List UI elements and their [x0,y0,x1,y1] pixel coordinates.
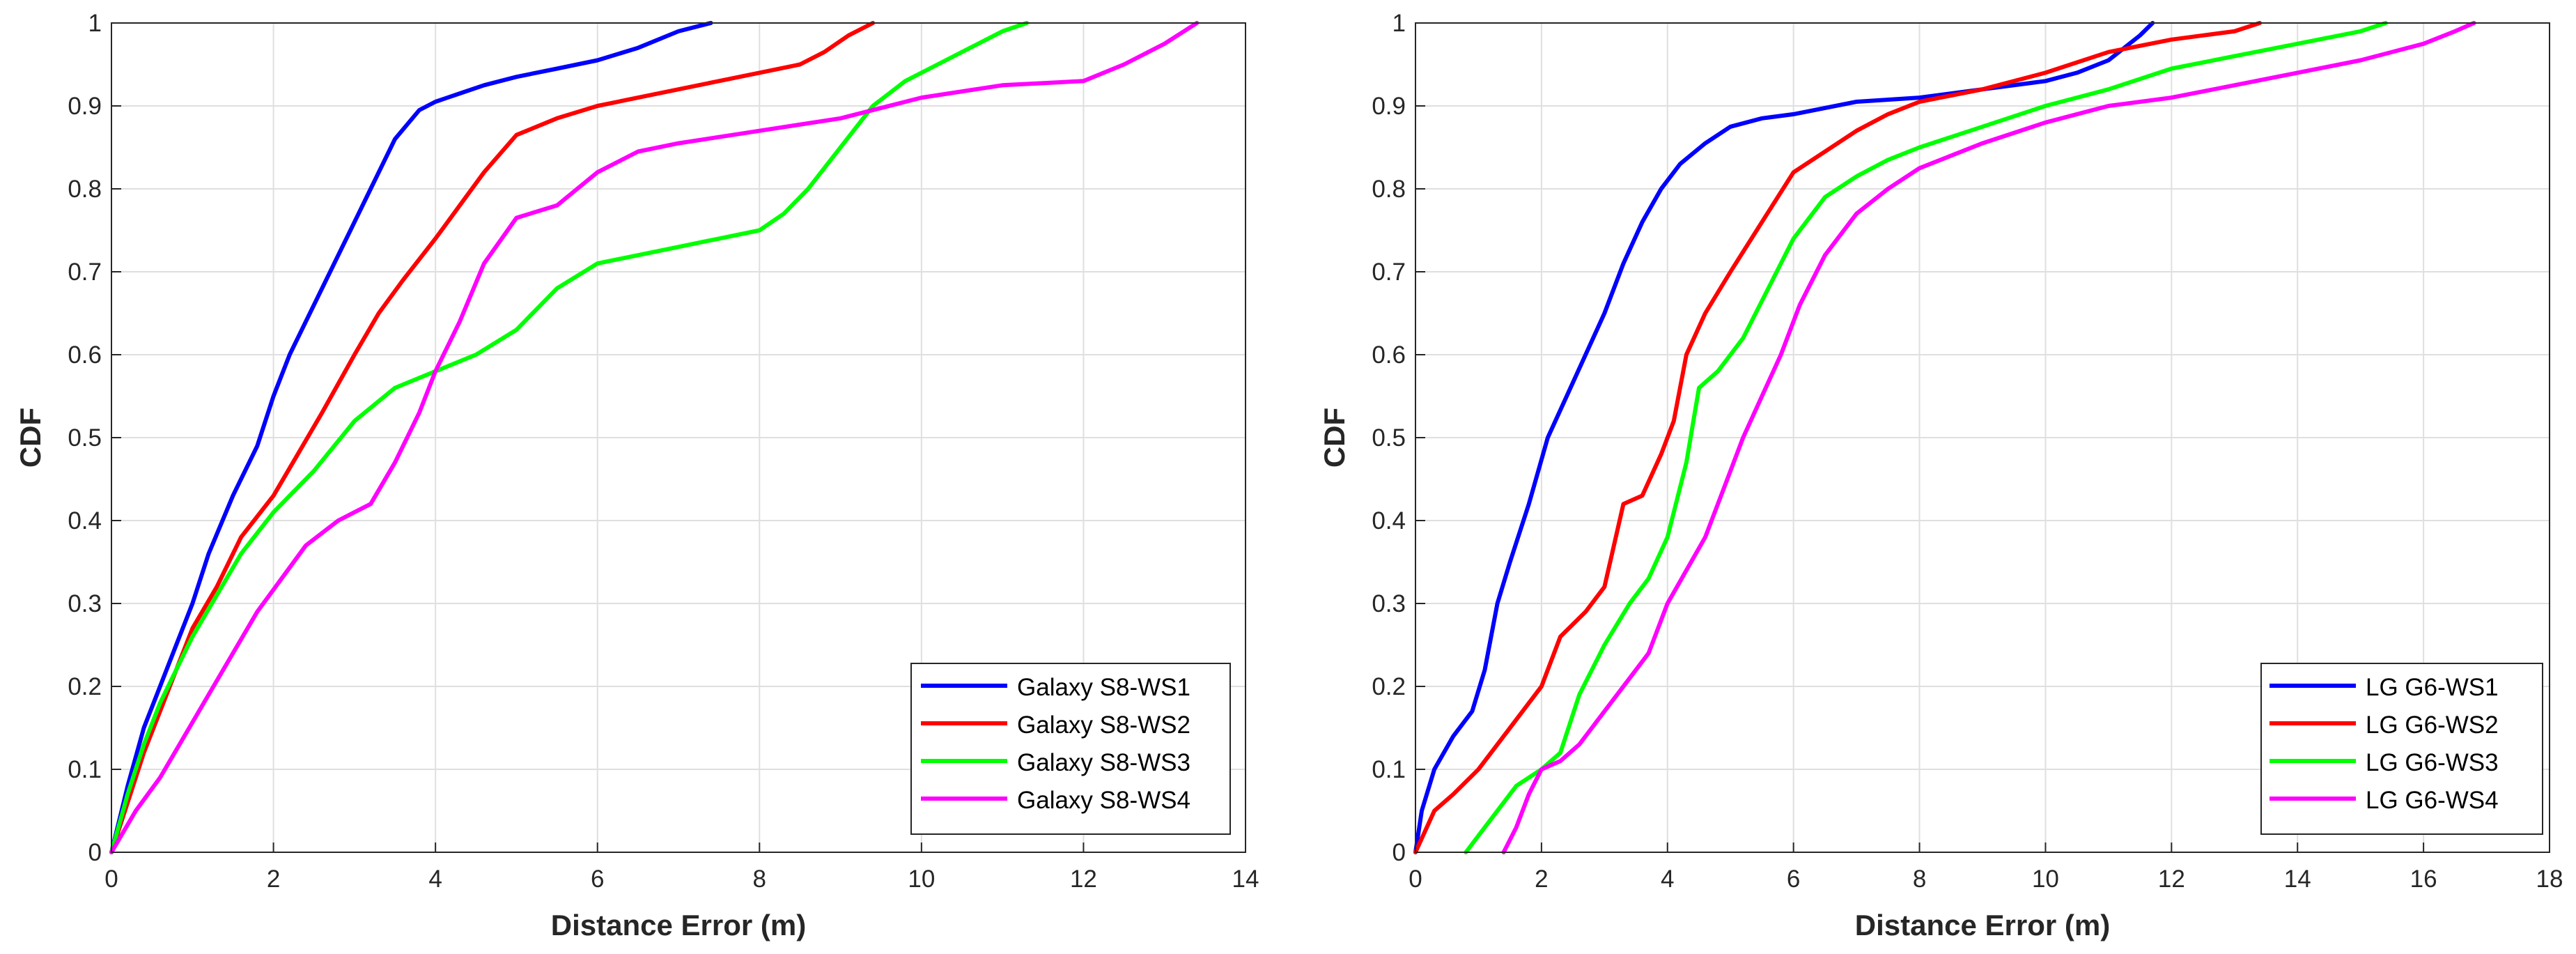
x-tick-label: 4 [428,865,442,893]
chart-galaxy-s8: 0 2 4 6 8 10 12 14 0 0.1 0.2 0.3 0.4 0.5 0.6 0.7 0.8 0.9 1… [14,10,1259,941]
y-tick-label: 0.4 [1372,507,1406,534]
x-tick-label: 10 [908,865,935,893]
tick-labels: 0 2 4 6 8 10 12 14 16 18 0 0.1 0.2 0.3 0.4 0.5 0.6 0.7 0.8… [1372,10,2563,893]
legend-label: Galaxy S8-WS4 [1017,787,1190,814]
legend-entry: LG G6-WS2 [2269,711,2499,739]
legend-entry: Galaxy S8-WS2 [921,711,1190,739]
x-tick-label: 2 [267,865,280,893]
y-axis-label: CDF [14,408,47,468]
x-tick-label: 0 [1409,865,1422,893]
y-tick-label: 0.1 [1372,756,1406,783]
series-line-1 [109,21,713,854]
y-tick-label: 0.2 [1372,673,1406,700]
legend-entry: Galaxy S8-WS4 [921,787,1190,814]
series-line-1 [1413,21,2155,854]
x-tick-label: 18 [2536,865,2563,893]
y-tick-label: 0.2 [68,673,102,700]
y-tick-label: 0.3 [68,590,102,617]
series-line-2 [1413,21,2262,854]
x-tick-label: 16 [2410,865,2437,893]
y-tick-label: 1 [88,10,102,37]
series-line-3 [109,21,1029,854]
legend: Galaxy S8-WS1 Galaxy S8-WS2 Galaxy S8-WS… [910,663,1231,835]
legend-entry: LG G6-WS1 [2269,674,2499,701]
x-tick-label: 14 [2284,865,2311,893]
legend-entry: Galaxy S8-WS1 [921,674,1190,701]
legend-box [2260,663,2543,835]
y-tick-label: 0 [1392,839,1406,866]
series-line-4 [109,21,1200,854]
legend-label: LG G6-WS3 [2366,749,2499,776]
y-tick-label: 0.7 [68,259,102,286]
y-axis-label: CDF [1318,408,1351,468]
y-tick-label: 0.5 [1372,424,1406,452]
legend-label: Galaxy S8-WS3 [1017,749,1190,776]
y-tick-label: 0.9 [1372,93,1406,120]
y-tick-label: 0.5 [68,424,102,452]
legend-entry: LG G6-WS4 [2269,787,2499,814]
y-tick-label: 0.8 [1372,176,1406,203]
y-tick-label: 0.9 [68,93,102,120]
tick-labels: 0 2 4 6 8 10 12 14 0 0.1 0.2 0.3 0.4 0.5 0.6 0.7 0.8 0.9 1 [68,10,1259,893]
y-tick-label: 0.3 [1372,590,1406,617]
x-tick-label: 0 [104,865,118,893]
legend-label: LG G6-WS4 [2366,787,2499,814]
legend-label: Galaxy S8-WS2 [1017,711,1190,739]
x-tick-label: 8 [753,865,766,893]
legend-label: LG G6-WS2 [2366,711,2499,739]
series-line-4 [1501,21,2476,854]
y-tick-label: 0.1 [68,756,102,783]
chart-lg-g6: 0 2 4 6 8 10 12 14 16 18 0 0.1 0.2 0.3 0.4 0.5 0.6 0.7 0.8… [1318,10,2563,941]
x-tick-label: 2 [1535,865,1548,893]
legend-box [910,663,1231,835]
x-axis-label: Distance Error (m) [1855,909,2110,941]
x-axis-label: Distance Error (m) [551,909,806,941]
y-tick-label: 0.7 [1372,259,1406,286]
y-tick-label: 0.6 [68,341,102,369]
x-tick-label: 10 [2032,865,2059,893]
x-tick-label: 6 [591,865,604,893]
legend-entry: LG G6-WS3 [2269,749,2499,776]
x-tick-label: 4 [1661,865,1674,893]
x-tick-label: 12 [1070,865,1097,893]
x-tick-label: 12 [2158,865,2185,893]
legend-label: LG G6-WS1 [2366,674,2499,701]
legend: LG G6-WS1 LG G6-WS2 LG G6-WS3 LG G6-WS4 [2260,663,2543,835]
x-tick-label: 8 [1913,865,1926,893]
y-tick-label: 0.8 [68,176,102,203]
y-tick-label: 0.4 [68,507,102,534]
x-tick-label: 14 [1232,865,1259,893]
x-tick-label: 6 [1787,865,1800,893]
legend-label: Galaxy S8-WS1 [1017,674,1190,701]
legend-entry: Galaxy S8-WS3 [921,749,1190,776]
y-tick-label: 0.6 [1372,341,1406,369]
y-tick-label: 0 [88,839,102,866]
y-tick-label: 1 [1392,10,1406,37]
series-lines [1413,21,2476,854]
series-lines [109,21,1200,854]
series-line-3 [1464,21,2388,854]
